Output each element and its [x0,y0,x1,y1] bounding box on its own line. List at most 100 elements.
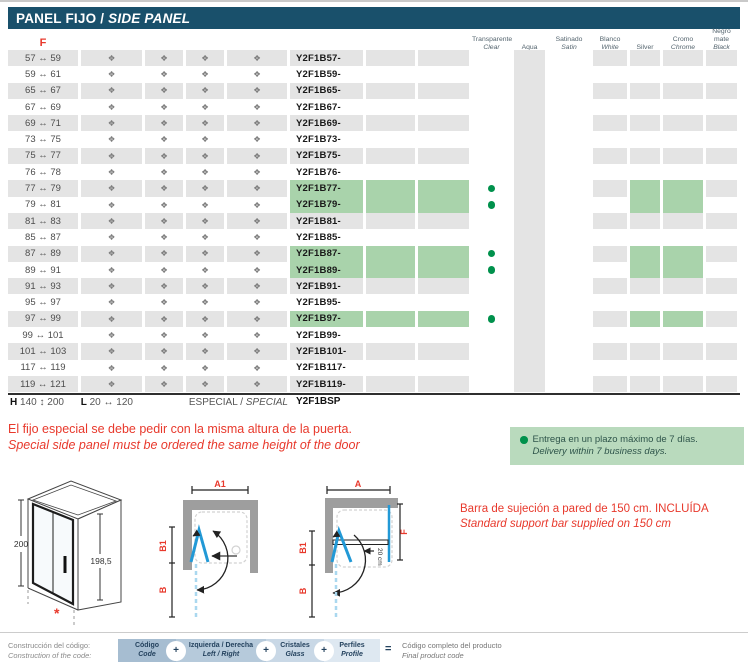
white-finish-cell [593,131,627,148]
ext-cell-1 [366,294,415,311]
diamond-icon: ❖ [107,378,116,389]
black-finish-cell [706,212,737,230]
ext-cell-2 [418,180,469,197]
ext-cell-1 [366,327,415,344]
size-range-cell: 119 ↔ 121 [8,375,78,393]
product-code-cell: Y2F1B95- [290,294,363,311]
black-finish-cell [706,327,737,344]
ext-cell-1 [366,245,415,262]
satin-glass-cell [548,148,590,164]
option-cell: ❖ [186,66,224,83]
width-a-label: A [355,479,362,489]
product-code-cell: Y2F1B85- [290,229,363,246]
special-size-row: H 140 ↕ 200 L 20 ↔ 120 ESPECIAL / SPECIA… [8,395,740,411]
option-cell: ❖ [81,66,142,83]
aqua-glass-cell [514,82,545,99]
diamond-icon: ❖ [253,232,261,243]
chrome-finish-cell [663,115,703,132]
satin-glass-cell [548,213,590,229]
height-dim-label: 200 [14,539,28,549]
column-f-label: F [39,36,47,49]
size-range-cell: 81 ↔ 83 [8,212,78,230]
option-cell: ❖ [145,196,183,213]
size-range-cell: 87 ↔ 89 [8,245,78,262]
aqua-glass-cell [514,180,545,197]
diamond-icon: ❖ [160,346,168,357]
option-cell: ❖ [227,115,287,132]
product-code-cell: Y2F1B99- [290,327,363,344]
ext-cell-1 [366,147,415,165]
diamond-icon: ❖ [201,248,209,259]
option-cell: ❖ [227,229,287,246]
product-code-cell: Y2F1B75- [290,147,363,165]
section-title-bar: PANEL FIJO / SIDE PANEL [8,7,740,29]
diamond-icon: ❖ [107,150,116,161]
diamond-icon: ❖ [201,183,209,194]
option-cell: ❖ [145,343,183,360]
chrome-finish-cell [663,245,703,262]
product-code-cell: Y2F1B101- [290,343,363,360]
option-cell: ❖ [186,310,224,328]
satin-glass-cell [548,229,590,245]
diamond-icon: ❖ [160,362,168,373]
header-silver: Silver [636,43,654,51]
option-cell: ❖ [186,98,224,116]
table-row: 101 ↔ 103 ❖ ❖ ❖ ❖ Y2F1B101- [8,343,740,360]
clear-glass-cell [472,246,511,262]
plus-icon: + [314,640,334,661]
diamond-icon: ❖ [201,264,209,275]
aqua-glass-cell [514,359,545,376]
diamond-icon: ❖ [107,232,116,243]
option-cell: ❖ [81,245,142,262]
diamond-icon: ❖ [201,199,209,210]
diamond-icon: ❖ [201,297,209,308]
clear-glass-cell [472,99,511,115]
diamond-icon: ❖ [160,199,168,210]
clear-glass-cell [472,311,511,327]
segment-glass: Cristales Glass [266,639,324,662]
diamond-icon: ❖ [201,69,209,80]
option-cell: ❖ [145,327,183,344]
segment-left-right: Izquierda / Derecha Left / Right [176,639,266,662]
table-row: 91 ↔ 93 ❖ ❖ ❖ ❖ Y2F1B91- [8,278,740,295]
diamond-icon: ❖ [160,85,168,96]
diamond-icon: ❖ [107,313,116,324]
bar-length-label: 20 cm [376,548,383,566]
diamond-icon: ❖ [201,134,209,145]
diamond-icon: ❖ [253,118,261,129]
diamond-icon: ❖ [107,346,116,357]
product-code-cell: Y2F1B69- [290,115,363,132]
table-row: 75 ↔ 77 ❖ ❖ ❖ ❖ Y2F1B75- [8,147,740,165]
white-finish-cell [593,98,627,116]
black-finish-cell [706,359,737,376]
clear-glass-cell [472,262,511,278]
white-finish-cell [593,164,627,181]
satin-glass-cell [548,50,590,66]
option-cell: ❖ [145,131,183,148]
option-cell: ❖ [186,212,224,230]
diamond-icon: ❖ [253,134,261,145]
option-cell: ❖ [81,294,142,311]
table-row: 79 ↔ 81 ❖ ❖ ❖ ❖ Y2F1B79- [8,196,740,213]
diamond-icon: ❖ [107,199,116,210]
silver-finish-cell [630,261,660,279]
quick-delivery-dot [487,201,496,209]
silver-finish-cell [630,343,660,360]
diamond-icon: ❖ [253,313,261,324]
white-finish-cell [593,180,627,197]
white-finish-cell [593,115,627,132]
option-cell: ❖ [227,278,287,295]
option-cell: ❖ [227,164,287,181]
option-cell: ❖ [227,310,287,328]
diamond-icon: ❖ [107,264,116,275]
table-header-row: F Transparente Clear Aqua Satinado Satin… [8,28,740,51]
header-chrome: Cromo Chrome [670,35,696,51]
diamond-icon: ❖ [201,362,209,373]
white-finish-cell [593,82,627,99]
code-construction-strip: Código Code Izquierda / Derecha Left / R… [118,639,380,662]
option-cell: ❖ [81,82,142,99]
option-cell: ❖ [227,212,287,230]
size-range-cell: 57 ↔ 59 [8,50,78,67]
ext-cell-2 [418,310,469,328]
ext-cell-2 [418,261,469,279]
